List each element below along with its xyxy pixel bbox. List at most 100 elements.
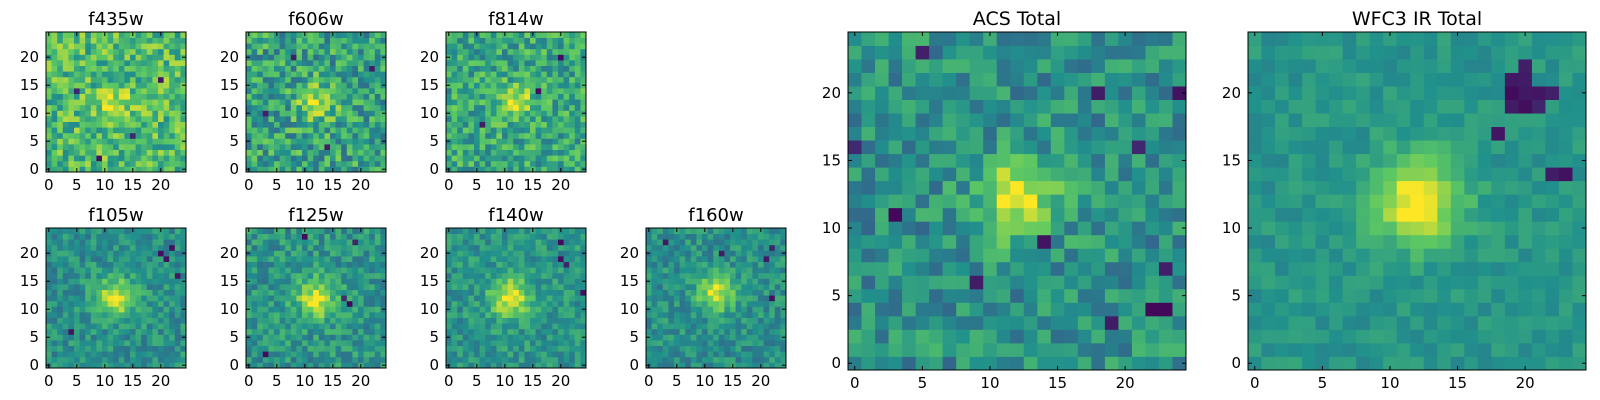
heatmap-pixel [1077,302,1092,317]
heatmap-pixel [552,250,559,257]
heatmap-pixel [158,312,164,318]
heatmap-pixel [474,312,480,318]
heatmap-pixel [546,93,553,100]
heatmap-pixel [374,239,381,246]
heatmap-pixel [107,272,114,279]
heatmap-pixel [446,295,452,302]
heatmap-pixel [79,351,86,358]
heatmap-pixel [713,239,720,246]
heatmap-pixel [118,144,125,150]
heatmap-pixel [502,244,508,251]
heatmap-pixel [541,244,548,251]
heatmap-pixel [307,43,314,50]
heatmap-pixel [502,289,508,296]
heatmap-pixel [552,228,559,234]
heatmap-pixel [296,116,303,122]
heatmap-pixel [96,233,103,240]
heatmap-pixel [130,261,136,268]
heatmap-pixel [346,261,353,268]
heatmap-pixel [363,328,370,335]
heatmap-pixel [46,284,52,290]
heatmap-pixel [169,351,176,358]
heatmap-pixel [457,93,464,100]
heatmap-pixel [152,121,159,128]
heatmap-pixel [558,155,564,162]
heatmap-pixel [490,267,497,274]
heatmap-pixel [468,323,475,330]
heatmap-pixel [496,32,503,38]
heatmap-pixel [468,82,475,89]
heatmap-pixel [251,88,258,94]
heatmap-pixel [346,32,353,38]
heatmap-pixel [51,306,58,313]
heatmap-pixel [285,76,292,83]
heatmap-pixel [141,233,148,240]
heatmap-pixel [485,256,492,262]
heatmap-pixel [679,289,686,296]
heatmap-pixel [535,32,542,38]
heatmap-pixel [79,239,86,246]
heatmap-pixel [479,82,486,89]
heatmap-pixel [651,306,658,313]
heatmap-pixel [1158,315,1173,330]
heatmap-pixel [956,329,971,344]
heatmap-pixel [257,110,264,117]
heatmap-pixel [969,221,984,236]
heatmap-pixel [169,88,176,94]
heatmap-pixel [296,144,303,150]
heatmap-pixel [57,32,64,38]
heatmap-pixel [307,138,314,145]
heatmap-pixel [707,351,714,358]
heatmap-pixel [763,289,770,296]
heatmap-pixel [541,76,548,83]
heatmap-pixel [124,362,131,369]
heatmap-pixel [57,289,64,296]
heatmap-pixel [46,323,52,330]
heatmap-pixel [107,306,114,313]
heatmap-pixel [696,272,703,279]
heatmap-pixel [251,60,258,66]
heatmap-pixel [51,261,58,268]
axes-frame [445,227,587,369]
heatmap-pixel [85,37,92,44]
heatmap-pixel [374,272,381,279]
heatmap-pixel [51,228,58,234]
heatmap-pixel [307,284,314,290]
heatmap-pixel [1131,302,1146,317]
heatmap-pixel [346,340,353,346]
heatmap-pixel [956,167,971,182]
heatmap-pixel [180,239,187,246]
heatmap-pixel [274,160,280,167]
heatmap-pixel [51,149,58,156]
heatmap-pixel [502,149,508,156]
heatmap-pixel [580,272,587,279]
heatmap-pixel [62,312,69,318]
heatmap-pixel [141,228,148,234]
heatmap-pixel [462,317,469,324]
heatmap-pixel [546,155,553,162]
heatmap-pixel [363,267,370,274]
heatmap-pixel [74,116,80,122]
heatmap-pixel [318,138,325,145]
heatmap-pixel [285,289,292,296]
heatmap-pixel [262,306,269,313]
heatmap-pixel [85,32,92,38]
heatmap-pixel [524,289,531,296]
heatmap-pixel [875,248,889,263]
heatmap-pixel [369,228,376,234]
heatmap-pixel [79,328,86,335]
heatmap-pixel [352,76,359,83]
heatmap-pixel [446,37,452,44]
heatmap-pixel [752,362,759,369]
heatmap-pixel [774,323,781,330]
heatmap-pixel [174,351,181,358]
heatmap-pixel [90,312,97,318]
heatmap-pixel [141,351,148,358]
heatmap-pixel [574,32,581,38]
heatmap-pixel [780,256,787,262]
heatmap-pixel [875,275,889,290]
heatmap-pixel [274,48,280,55]
heatmap-pixel [724,317,731,324]
heatmap-pixel [713,356,720,363]
heatmap-pixel [485,233,492,240]
